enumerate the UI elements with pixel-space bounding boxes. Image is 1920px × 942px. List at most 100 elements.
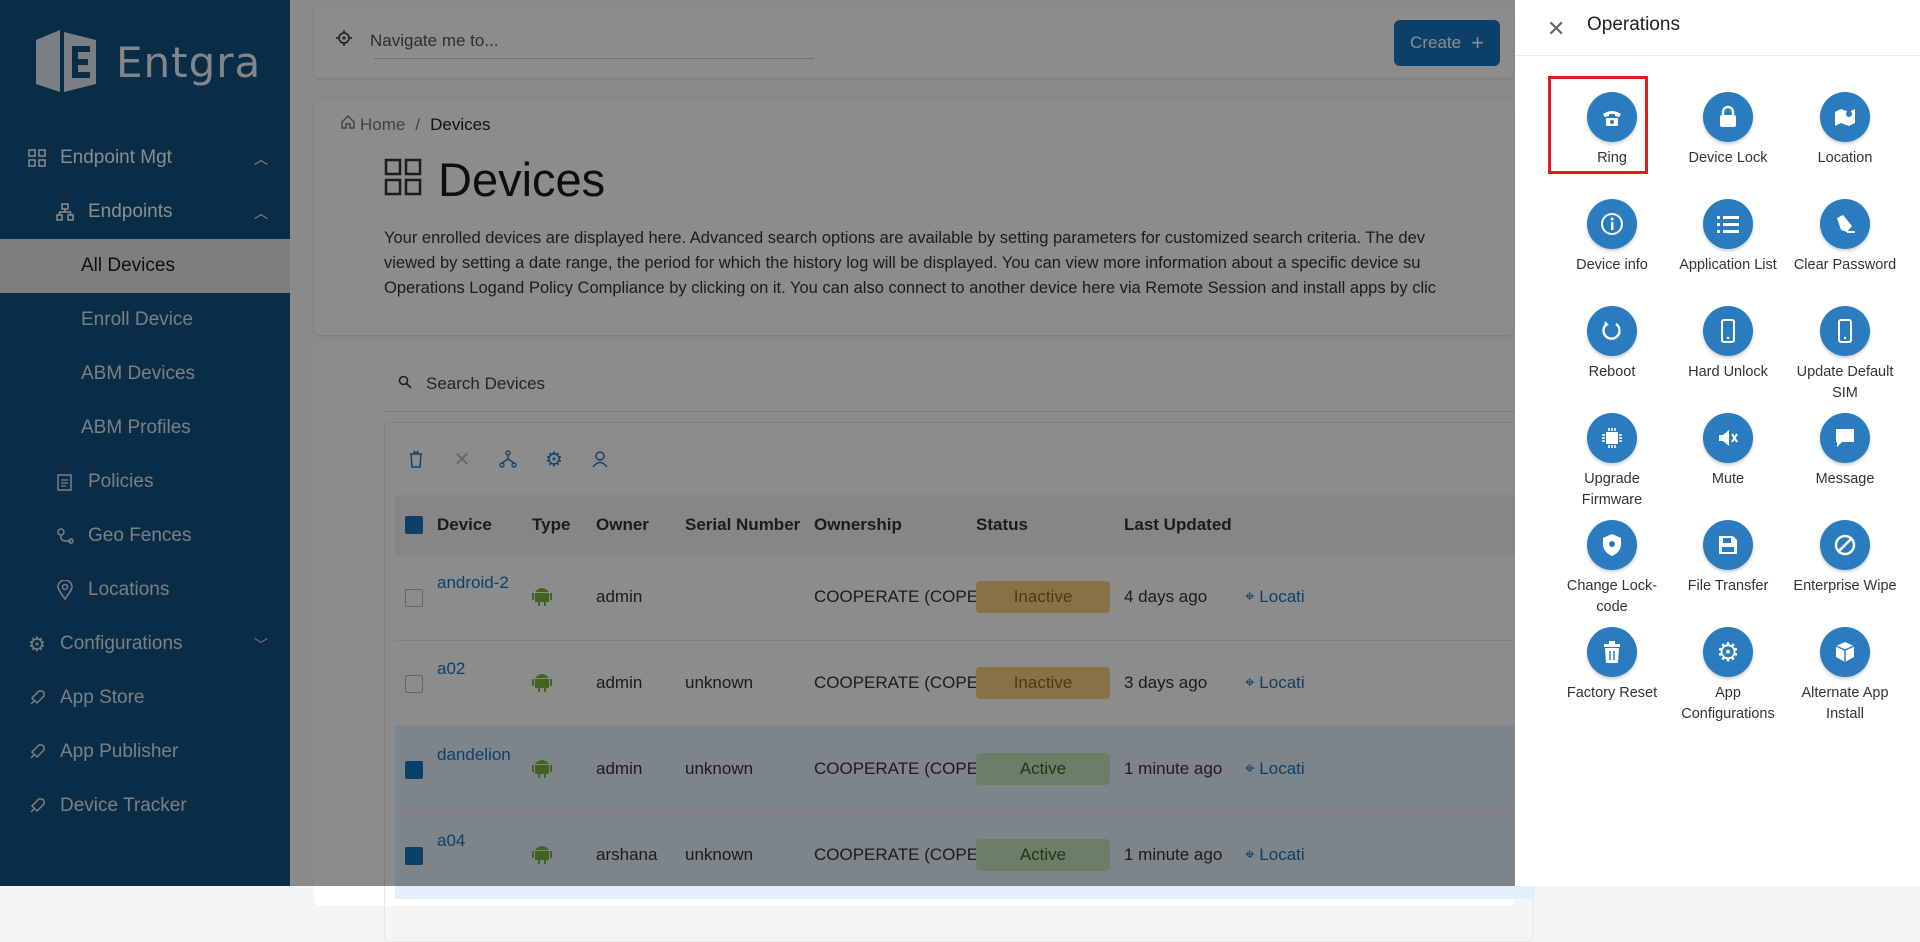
hierarchy-icon[interactable] bbox=[497, 448, 519, 470]
navigate-input[interactable]: Navigate me to... bbox=[370, 30, 499, 50]
op-enterprise-wipe[interactable]: Enterprise Wipe bbox=[1785, 520, 1905, 597]
operations-drawer: ✕ Operations Ring Device Lock Location D… bbox=[1515, 0, 1920, 886]
plus-icon: + bbox=[1471, 30, 1484, 55]
crosshair-icon bbox=[336, 30, 352, 51]
brand-logo[interactable]: Entgra bbox=[30, 26, 261, 98]
select-all-checkbox[interactable] bbox=[405, 516, 423, 534]
op-alternate-app-install[interactable]: Alternate App Install bbox=[1785, 627, 1905, 725]
op-clear-password[interactable]: Clear Password bbox=[1785, 199, 1905, 276]
sidebar-item-locations[interactable]: Locations bbox=[0, 563, 290, 617]
table-row[interactable]: dandelion admin unknown COOPERATE (COPE)… bbox=[395, 727, 1535, 813]
create-button[interactable]: Create + bbox=[1394, 20, 1500, 66]
gear-icon: ⚙ bbox=[1703, 627, 1753, 677]
trash-icon[interactable] bbox=[405, 448, 427, 470]
op-label: Factory Reset bbox=[1566, 685, 1658, 701]
owner-cell: admin bbox=[596, 759, 643, 778]
device-link[interactable]: a02 bbox=[437, 659, 466, 678]
op-app-configurations[interactable]: ⚙ App Configurations bbox=[1668, 627, 1788, 725]
row-checkbox[interactable] bbox=[405, 589, 423, 607]
location-link[interactable]: ⌖ Locati bbox=[1245, 845, 1305, 864]
device-link[interactable]: dandelion bbox=[437, 745, 511, 764]
breadcrumb-home[interactable]: Home bbox=[360, 114, 406, 134]
op-change-lock-code[interactable]: Change Lock-code bbox=[1552, 520, 1672, 618]
table-row[interactable]: android-2 admin COOPERATE (COPE) Inactiv… bbox=[395, 555, 1535, 641]
op-hard-unlock[interactable]: Hard Unlock bbox=[1668, 306, 1788, 383]
sidebar-item-abm-devices[interactable]: ABM Devices bbox=[0, 347, 290, 401]
op-upgrade-firmware[interactable]: Upgrade Firmware bbox=[1552, 413, 1672, 511]
sidebar-item-app-store[interactable]: App Store bbox=[0, 671, 290, 725]
row-checkbox[interactable] bbox=[405, 675, 423, 693]
op-factory-reset[interactable]: Factory Reset bbox=[1552, 627, 1672, 704]
op-update-default-sim[interactable]: Update Default SIM bbox=[1785, 306, 1905, 404]
sidebar-item-geo-fences[interactable]: Geo Fences bbox=[0, 509, 290, 563]
user-icon[interactable] bbox=[589, 448, 611, 470]
op-reboot[interactable]: Reboot bbox=[1552, 306, 1672, 383]
table-row[interactable]: a04 arshana unknown COOPERATE (COPE) Act… bbox=[395, 813, 1535, 899]
op-label: Clear Password bbox=[1793, 257, 1897, 273]
sidebar-item-configurations[interactable]: ⚙ Configurations ﹀ bbox=[0, 617, 290, 671]
page-header: Home / Devices Devices Your enrolled dev… bbox=[314, 100, 1514, 335]
column-header[interactable]: Device bbox=[437, 515, 492, 534]
breadcrumb: Home / Devices bbox=[340, 114, 491, 135]
close-icon[interactable]: ✕ bbox=[453, 448, 471, 471]
search-input[interactable]: Search Devices bbox=[426, 373, 546, 393]
android-icon bbox=[532, 585, 552, 612]
location-link[interactable]: ⌖ Locati bbox=[1245, 759, 1305, 778]
status-badge: Active bbox=[976, 753, 1110, 785]
op-device-info[interactable]: Device info bbox=[1552, 199, 1672, 276]
op-device-lock[interactable]: Device Lock bbox=[1668, 92, 1788, 169]
column-header[interactable]: Owner bbox=[596, 515, 649, 534]
column-header[interactable]: Status bbox=[976, 515, 1028, 534]
mute-icon bbox=[1703, 413, 1753, 463]
sidebar-item-all-devices[interactable]: All Devices bbox=[0, 239, 290, 293]
ownership-cell: COOPERATE (COPE) bbox=[814, 759, 984, 778]
sidebar-item-enroll-device[interactable]: Enroll Device bbox=[0, 293, 290, 347]
modal-overlay[interactable] bbox=[0, 0, 1515, 886]
sidebar-item-policies[interactable]: Policies bbox=[0, 455, 290, 509]
device-link[interactable]: a04 bbox=[437, 831, 466, 850]
sidebar: Entgra Endpoint Mgt ︿ Endpoints ︿ All De… bbox=[0, 0, 290, 886]
op-label: Change Lock-code bbox=[1566, 578, 1658, 615]
op-location[interactable]: Location bbox=[1785, 92, 1905, 169]
mobile-icon bbox=[1820, 306, 1870, 356]
sidebar-item-abm-profiles[interactable]: ABM Profiles bbox=[0, 401, 290, 455]
location-link[interactable]: ⌖ Locati bbox=[1245, 673, 1305, 692]
home-icon[interactable] bbox=[340, 114, 356, 135]
eraser-icon bbox=[1820, 199, 1870, 249]
device-link[interactable]: android-2 bbox=[437, 573, 509, 592]
grid-icon bbox=[384, 152, 422, 207]
op-application-list[interactable]: Application List bbox=[1668, 199, 1788, 276]
column-header[interactable]: Last Updated bbox=[1124, 515, 1232, 534]
column-header[interactable]: Serial Number bbox=[685, 515, 801, 534]
op-mute[interactable]: Mute bbox=[1668, 413, 1788, 490]
op-message[interactable]: Message bbox=[1785, 413, 1905, 490]
gear-icon[interactable]: ⚙ bbox=[545, 448, 563, 471]
ownership-cell: COOPERATE (COPE) bbox=[814, 673, 984, 692]
create-label: Create bbox=[1410, 33, 1462, 52]
op-ring[interactable]: Ring bbox=[1552, 92, 1672, 169]
location-link[interactable]: ⌖ Locati bbox=[1245, 587, 1305, 606]
phone-icon bbox=[1587, 92, 1637, 142]
row-checkbox[interactable] bbox=[405, 847, 423, 865]
device-table: ✕ ⚙ Device Type Owner Serial Number Owne… bbox=[384, 422, 1535, 942]
op-file-transfer[interactable]: File Transfer bbox=[1668, 520, 1788, 597]
sidebar-item-app-publisher[interactable]: App Publisher bbox=[0, 725, 290, 779]
column-header[interactable]: Ownership bbox=[814, 515, 902, 534]
map-icon bbox=[1820, 92, 1870, 142]
sidebar-item-endpoint-mgt[interactable]: Endpoint Mgt ︿ bbox=[0, 131, 290, 185]
sidebar-item-endpoints[interactable]: Endpoints ︿ bbox=[0, 185, 290, 239]
column-header[interactable]: Type bbox=[532, 515, 571, 534]
op-label: Upgrade Firmware bbox=[1581, 471, 1643, 508]
row-checkbox[interactable] bbox=[405, 761, 423, 779]
search-bar[interactable]: Search Devices bbox=[384, 356, 1534, 412]
navigate-search[interactable]: Navigate me to... bbox=[336, 30, 499, 51]
sidebar-item-device-tracker[interactable]: Device Tracker bbox=[0, 779, 290, 833]
table-row[interactable]: a02 admin unknown COOPERATE (COPE) Inact… bbox=[395, 641, 1535, 727]
op-label: Application List bbox=[1679, 257, 1777, 273]
close-icon[interactable]: ✕ bbox=[1547, 16, 1566, 41]
message-icon bbox=[1820, 413, 1870, 463]
op-label: App Configurations bbox=[1681, 685, 1775, 722]
op-label: Ring bbox=[1597, 150, 1627, 166]
last-updated-cell: 3 days ago bbox=[1124, 673, 1208, 692]
drawer-header: ✕ Operations bbox=[1515, 0, 1920, 56]
